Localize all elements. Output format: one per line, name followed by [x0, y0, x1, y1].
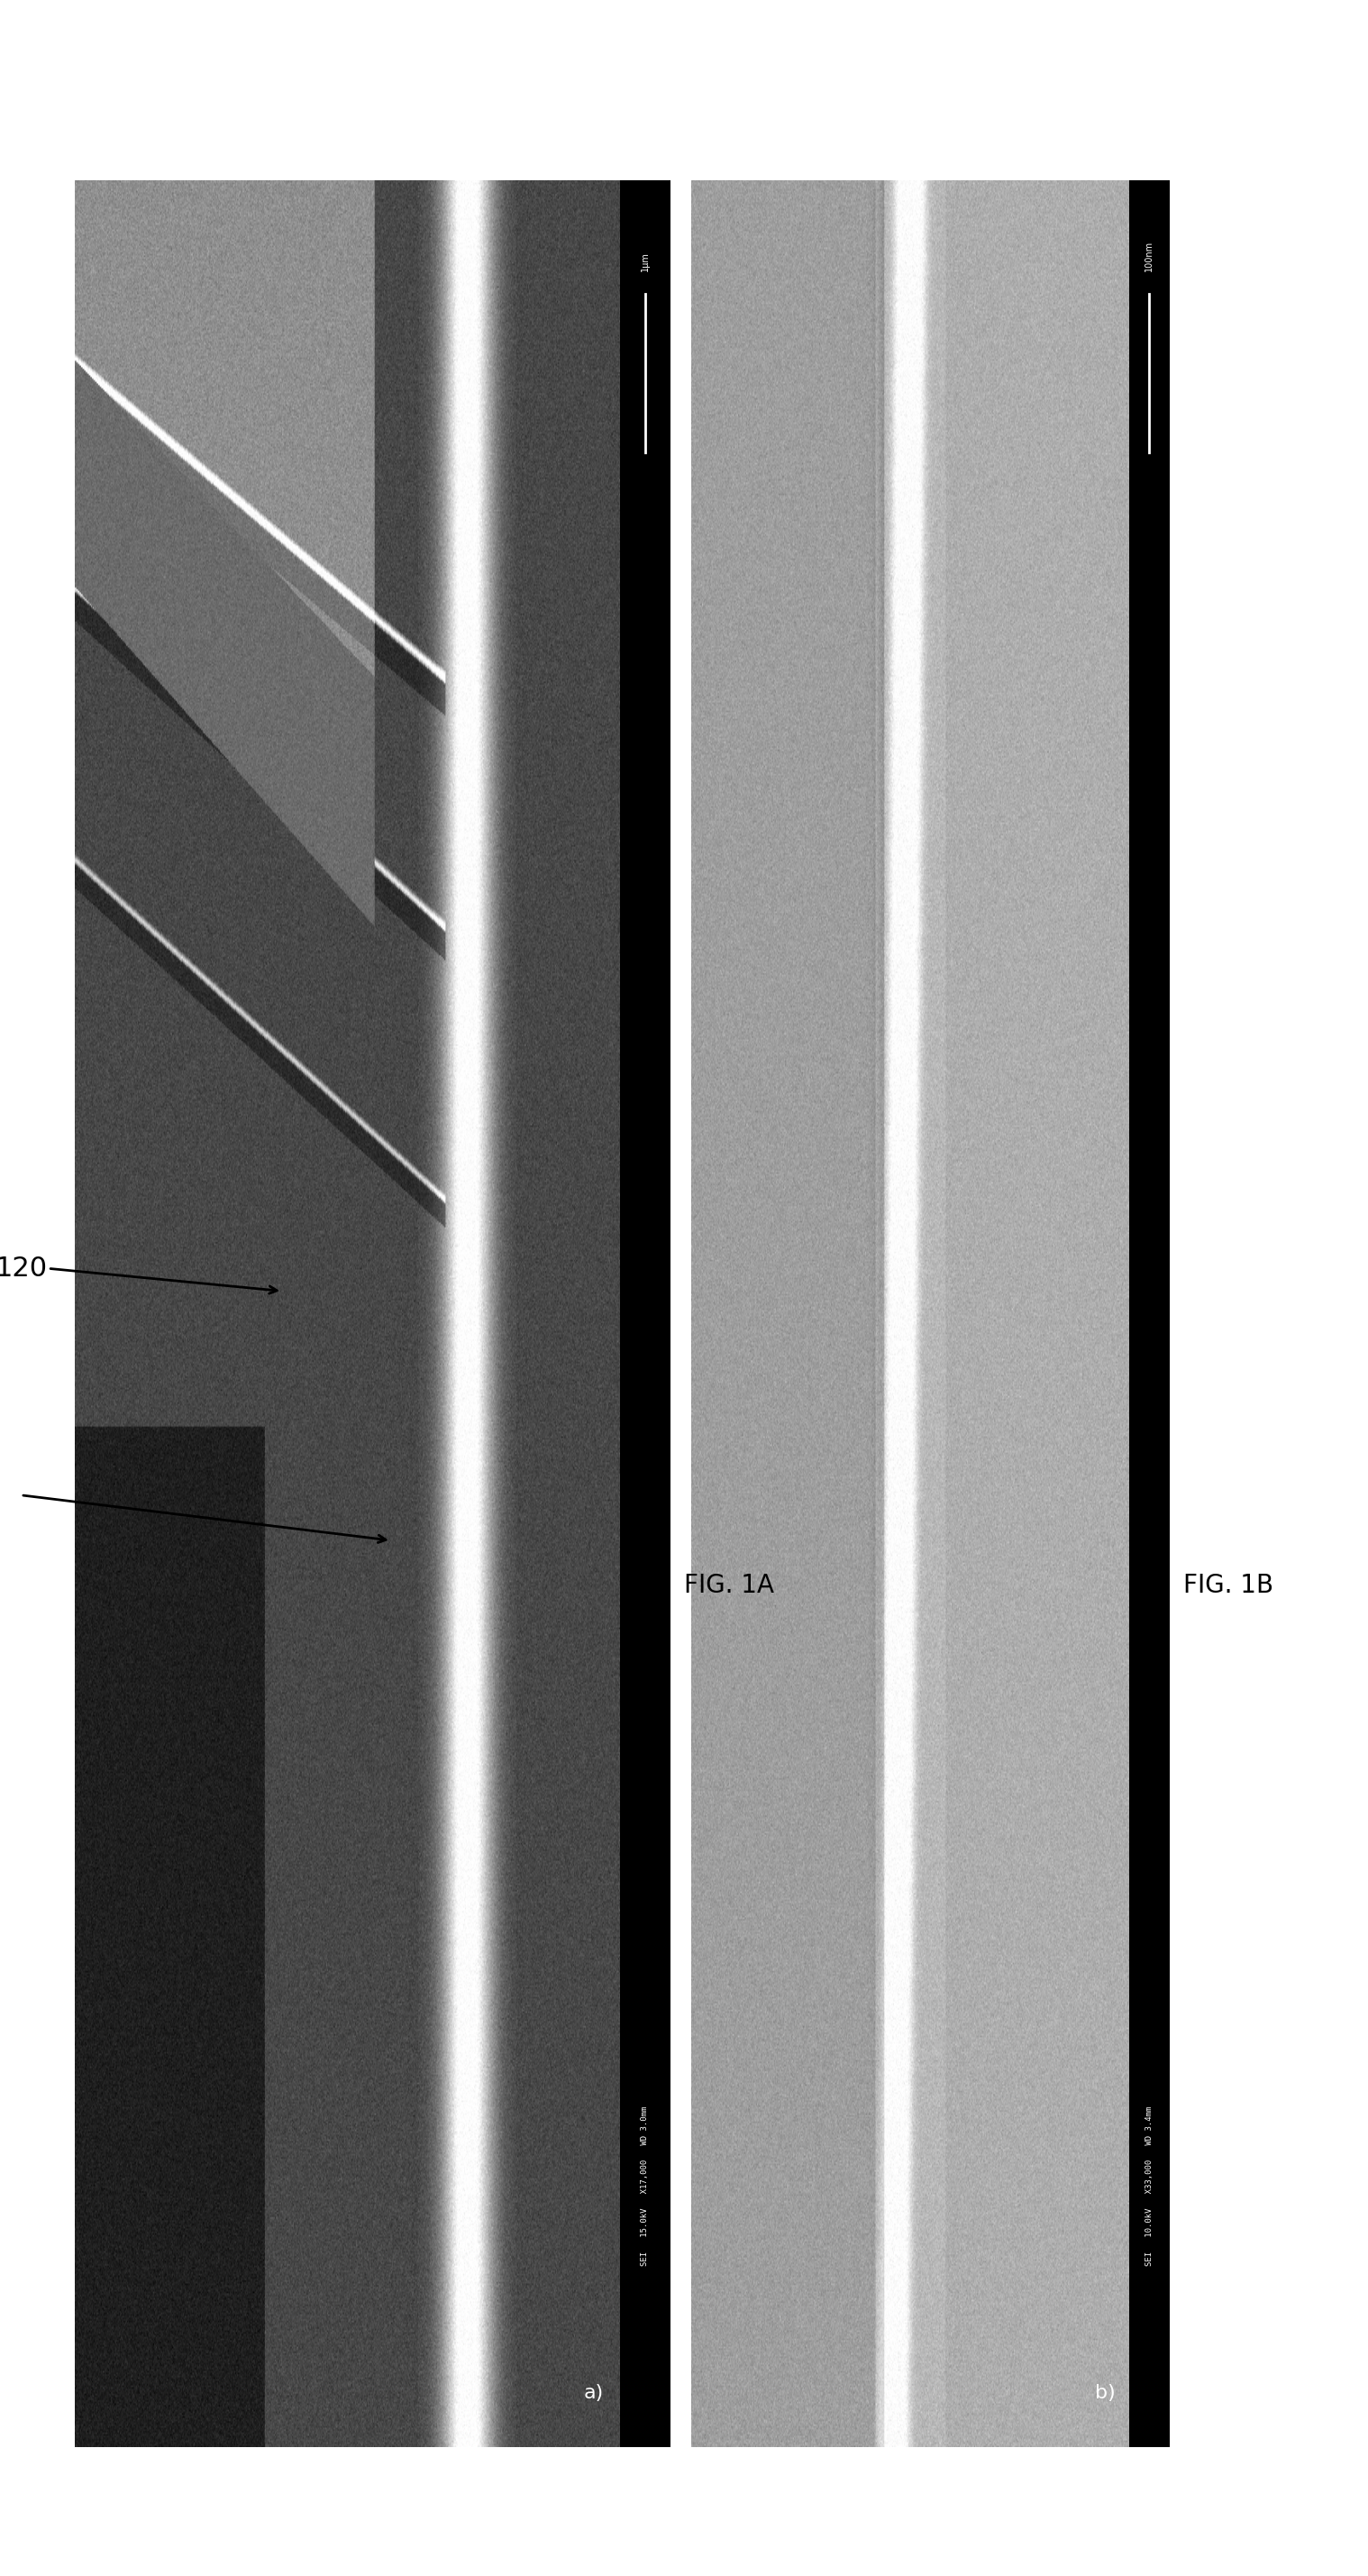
- Text: b): b): [1096, 2383, 1116, 2401]
- Text: 1μm: 1μm: [640, 252, 650, 270]
- Text: 120: 120: [0, 1255, 48, 1280]
- Text: FIG. 1B: FIG. 1B: [1183, 1574, 1274, 1597]
- Text: 100nm: 100nm: [1145, 240, 1153, 270]
- Text: a): a): [583, 2383, 603, 2401]
- Text: SEI   15.0kV   X17,000   WD 3.0mm: SEI 15.0kV X17,000 WD 3.0mm: [642, 2107, 648, 2267]
- Text: FIG. 1A: FIG. 1A: [684, 1574, 774, 1597]
- Text: SEI   10.0kV   X33,000   WD 3.4mm: SEI 10.0kV X33,000 WD 3.4mm: [1145, 2107, 1153, 2267]
